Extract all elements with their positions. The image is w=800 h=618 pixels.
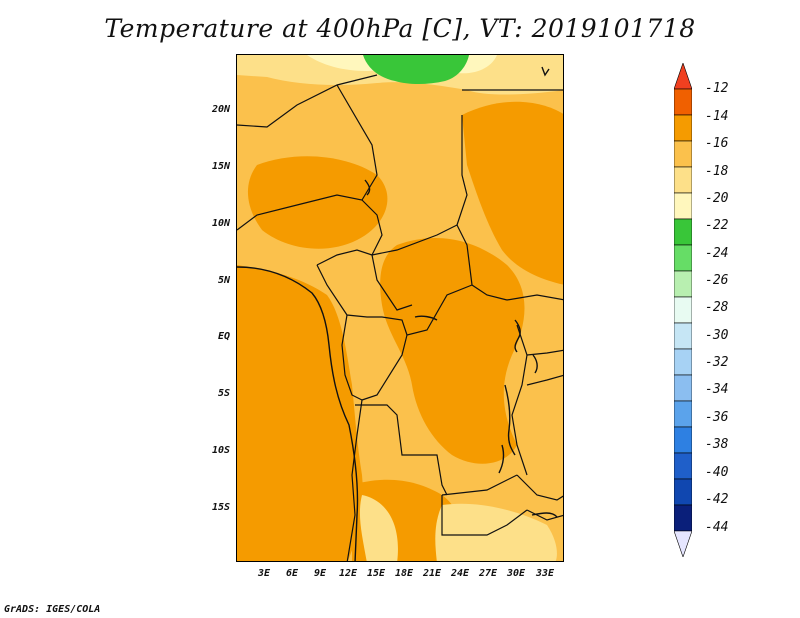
lon-label-30e: 30E (506, 568, 526, 579)
legend-swatch (674, 244, 692, 272)
map-title: Temperature at 400hPa [C], VT: 201910171… (104, 14, 696, 43)
temperature-field (237, 55, 563, 561)
legend-swatch (674, 426, 692, 454)
lon-label-21e: 21E (422, 568, 442, 579)
lat-label-5n: 5N (217, 275, 230, 286)
legend-label: -16 (705, 136, 729, 151)
legend-label: -28 (705, 300, 729, 315)
field-14-16-north (247, 156, 388, 249)
legend-swatch (674, 478, 692, 506)
field-14-16-west (237, 265, 363, 561)
lat-label-5s: 5S (217, 388, 230, 399)
grads-footer: GrADS: IGES/COLA (4, 604, 101, 615)
legend-swatch (674, 348, 692, 376)
legend-label: -18 (705, 164, 729, 179)
lon-label-12e: 12E (338, 568, 358, 579)
field-18-20-south (435, 503, 557, 561)
legend-swatch (674, 400, 692, 428)
legend-label: -24 (705, 246, 729, 261)
legend-label: -12 (705, 81, 729, 96)
legend-label: -32 (705, 355, 729, 370)
legend-swatch (674, 114, 692, 142)
field-18-20-southwest (359, 495, 398, 561)
lat-label-10n: 10N (211, 218, 230, 229)
field-14-16-central (380, 237, 525, 464)
lon-label-27e: 27E (478, 568, 498, 579)
legend-swatch (674, 296, 692, 324)
legend-label: -38 (705, 437, 729, 452)
lon-label-9e: 9E (313, 568, 327, 579)
lon-label-15e: 15E (366, 568, 386, 579)
legend-label: -20 (705, 191, 729, 206)
legend-label: -40 (705, 465, 729, 480)
legend-label: -34 (705, 382, 729, 397)
legend-swatch (674, 88, 692, 116)
lon-label-24e: 24E (450, 568, 470, 579)
lat-label-eq: EQ (217, 331, 230, 342)
lon-label-33e: 33E (535, 568, 555, 579)
legend-swatch (674, 140, 692, 168)
legend-label: -44 (705, 520, 729, 535)
lat-label-20n: 20N (211, 104, 230, 115)
legend-swatch (674, 166, 692, 194)
legend-arrow-bottom (674, 530, 692, 557)
lon-label-18e: 18E (394, 568, 414, 579)
legend-swatch (674, 192, 692, 220)
field-14-16-east (462, 101, 563, 285)
legend-label: -42 (705, 492, 729, 507)
legend-arrow-top (674, 63, 692, 90)
color-legend (674, 63, 692, 557)
legend-swatch (674, 452, 692, 480)
color-legend-bar (674, 63, 692, 557)
country-borders (237, 74, 563, 561)
legend-swatch (674, 322, 692, 350)
legend-label: -22 (705, 218, 729, 233)
lat-label-15n: 15N (211, 161, 230, 172)
legend-swatch (674, 218, 692, 246)
legend-swatch (674, 504, 692, 532)
field-22-24-green (363, 55, 469, 84)
legend-swatch (674, 374, 692, 402)
legend-swatch (674, 270, 692, 298)
coastlines-lakes (237, 66, 558, 561)
lat-label-15s: 15S (211, 502, 230, 513)
lon-label-3e: 3E (257, 568, 271, 579)
lat-label-10s: 10S (211, 445, 230, 456)
legend-label: -14 (705, 109, 729, 124)
legend-label: -26 (705, 273, 729, 288)
legend-label: -36 (705, 410, 729, 425)
legend-label: -30 (705, 328, 729, 343)
map-panel[interactable] (236, 54, 564, 562)
lon-label-6e: 6E (285, 568, 299, 579)
